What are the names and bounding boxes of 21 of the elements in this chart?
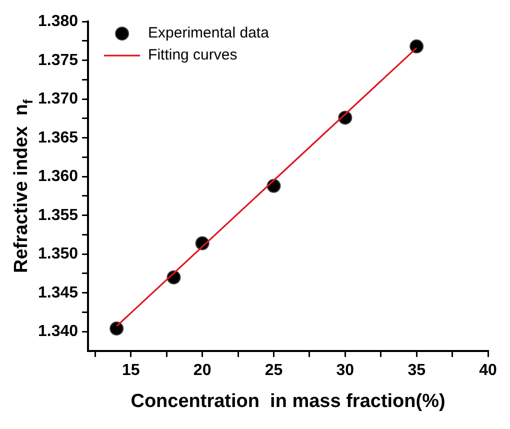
y-tick-label: 1.345: [38, 284, 78, 302]
x-tick-label: 25: [264, 362, 283, 380]
y-tick-label: 1.370: [38, 90, 78, 108]
point: [110, 322, 124, 336]
x-tick-label: 35: [408, 362, 426, 380]
legend-label: Fitting curves: [148, 46, 238, 64]
x-tick-label: 30: [336, 362, 354, 380]
legend-label: Experimental data: [148, 24, 270, 42]
x-tick-label: 40: [479, 362, 497, 380]
y-tick-label: 1.350: [38, 246, 78, 263]
x-axis-title: Concentration in mass fraction(%): [130, 390, 446, 412]
x-tick-label: 15: [122, 362, 140, 380]
y-tick-label: 1.365: [38, 129, 78, 146]
y-tick-label: 1.340: [38, 323, 78, 340]
y-tick-label: 1.380: [38, 13, 78, 30]
y-axis-title: Refractive index nf: [11, 99, 36, 273]
point: [410, 39, 424, 54]
y-tick-label: 1.355: [38, 206, 78, 224]
y-tick-label: 1.360: [38, 168, 78, 186]
y-tick-label: 1.375: [38, 52, 78, 69]
x-tick-label: 20: [193, 362, 212, 380]
